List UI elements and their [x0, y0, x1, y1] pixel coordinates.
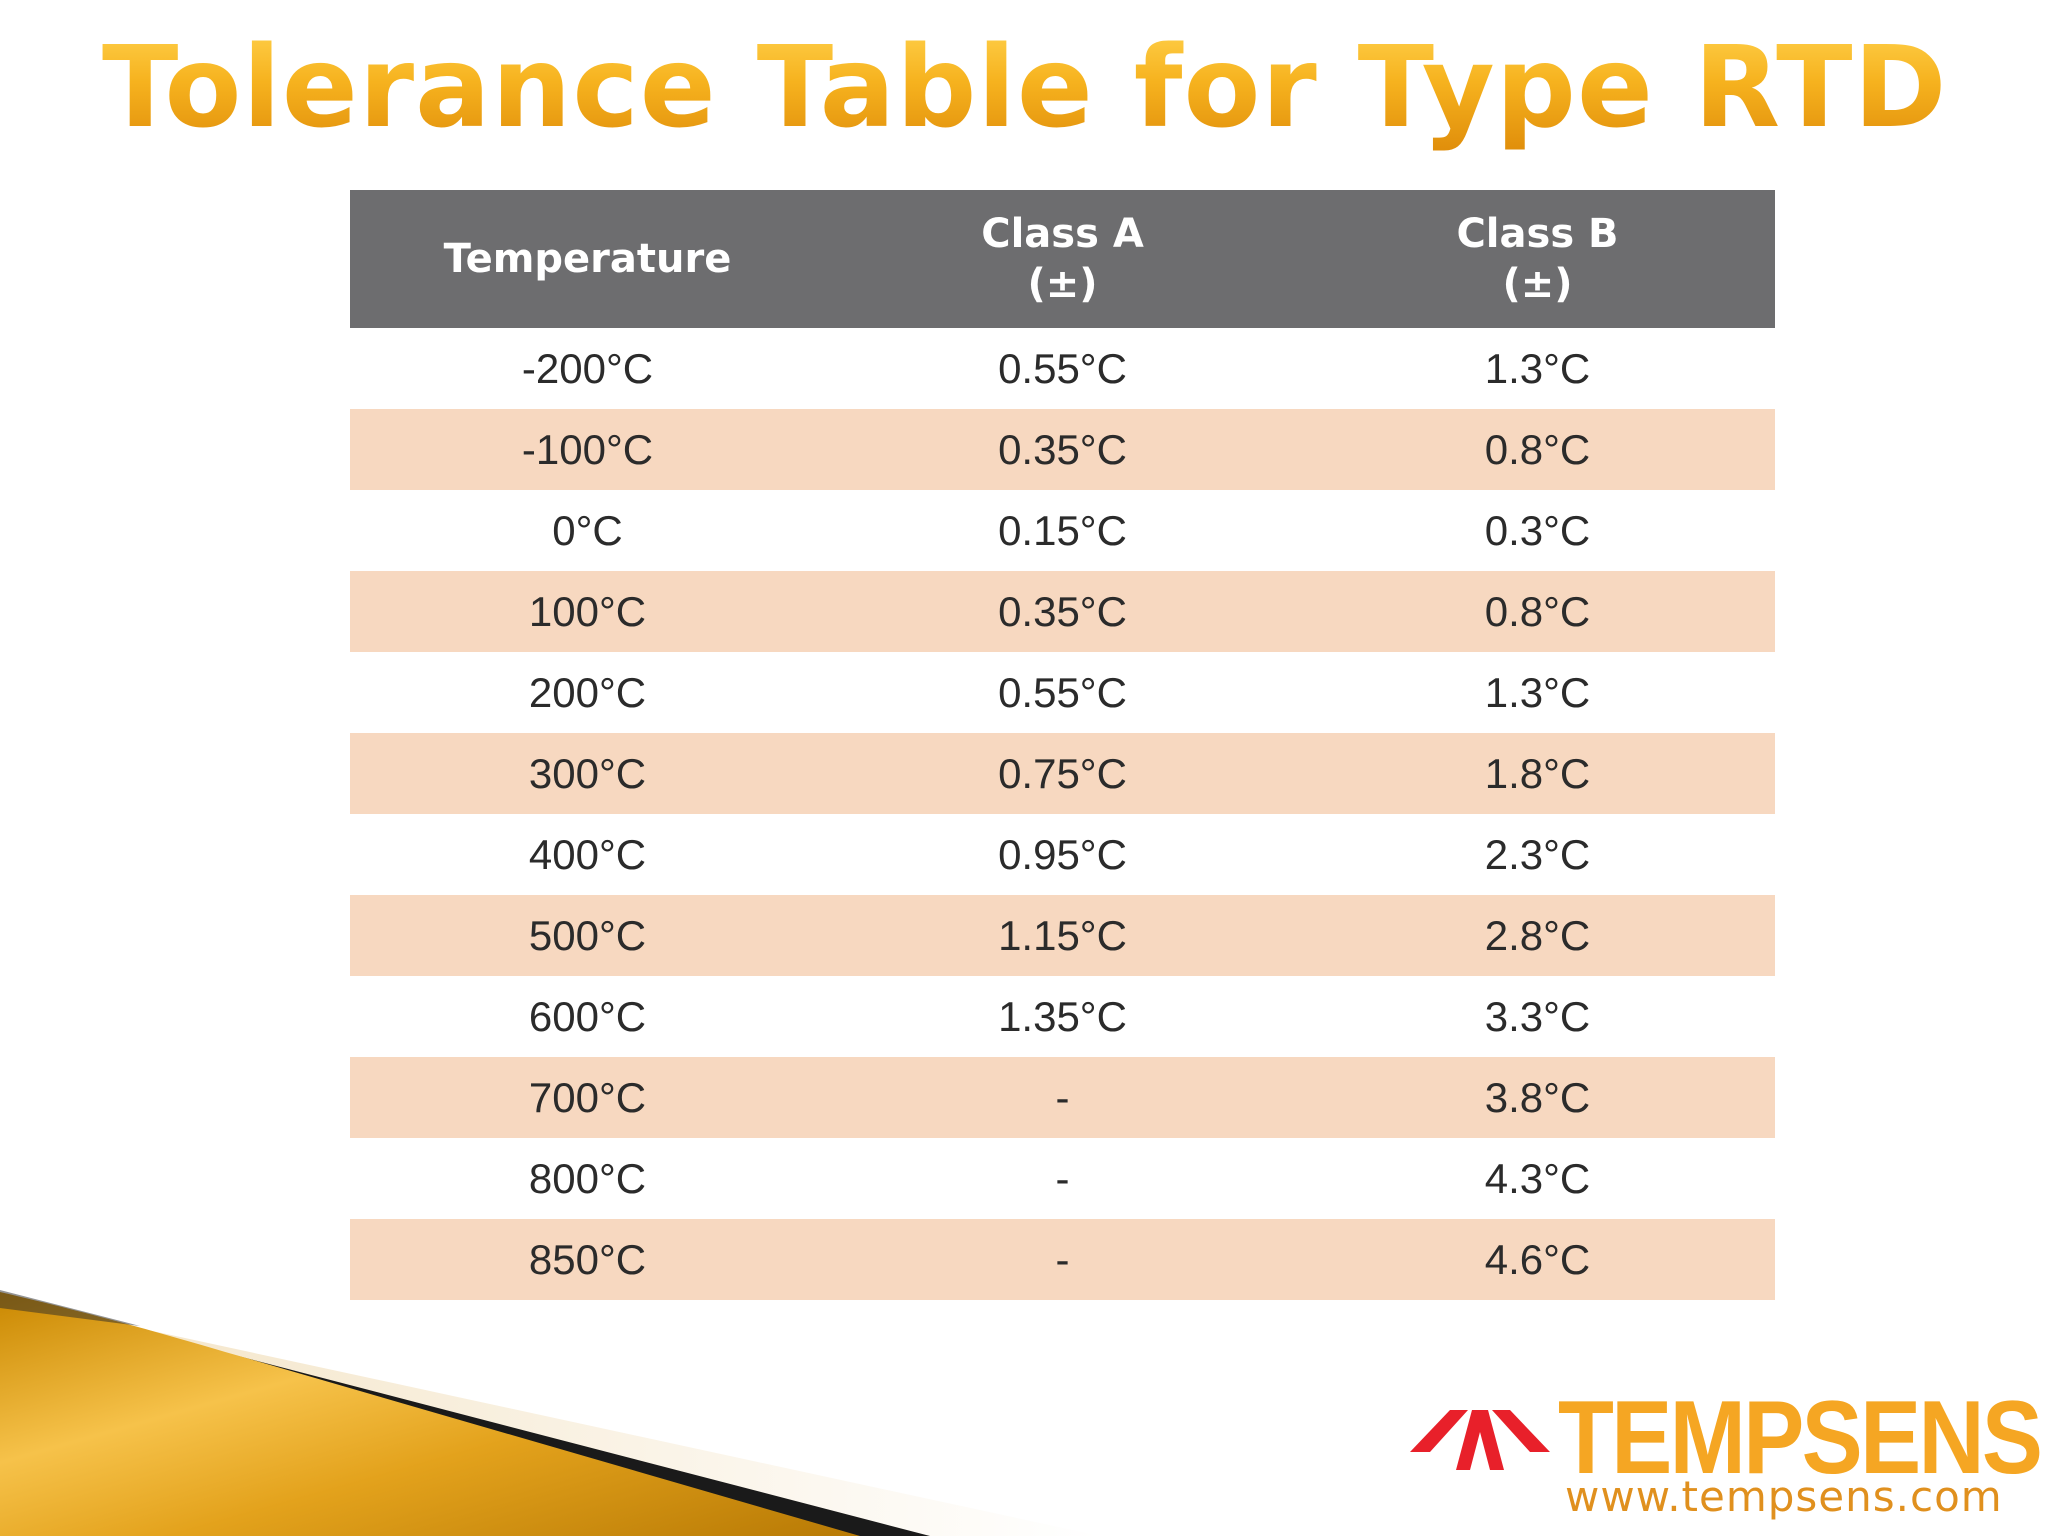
- cell-class-b: 3.3°C: [1300, 976, 1775, 1057]
- tempsens-logo: TEMPSENS www.tempsens.com: [1410, 1386, 2043, 1532]
- table-row: 400°C 0.95°C 2.3°C: [350, 814, 1775, 895]
- cell-temperature: 300°C: [350, 733, 825, 814]
- cell-class-a: 1.35°C: [825, 976, 1300, 1057]
- cell-class-a: -: [825, 1138, 1300, 1219]
- brand-url: www.tempsens.com: [1565, 1472, 2003, 1521]
- decorative-swoosh: [0, 1290, 1100, 1536]
- table-row: 100°C 0.35°C 0.8°C: [350, 571, 1775, 652]
- cell-class-b: 1.8°C: [1300, 733, 1775, 814]
- cell-temperature: 0°C: [350, 490, 825, 571]
- slide-title: Tolerance Table for Type RTD: [102, 23, 1948, 153]
- cell-class-a: 0.35°C: [825, 571, 1300, 652]
- cell-temperature: 200°C: [350, 652, 825, 733]
- tempsens-arrows-logo-icon: [1410, 1410, 1550, 1470]
- cell-class-b: 2.8°C: [1300, 895, 1775, 976]
- cell-class-b: 4.3°C: [1300, 1138, 1775, 1219]
- cell-class-a: -: [825, 1057, 1300, 1138]
- cell-temperature: -100°C: [350, 409, 825, 490]
- cell-class-b: 0.8°C: [1300, 409, 1775, 490]
- cell-class-a: -: [825, 1219, 1300, 1300]
- cell-class-a: 0.95°C: [825, 814, 1300, 895]
- header-temperature: Temperature: [350, 190, 825, 328]
- table-row: 500°C 1.15°C 2.8°C: [350, 895, 1775, 976]
- header-class-a-label: Class A: [981, 211, 1144, 257]
- table-header-row: Temperature Class A (±) Class B (±): [350, 190, 1775, 328]
- cell-class-a: 0.55°C: [825, 328, 1300, 409]
- tolerance-table: Temperature Class A (±) Class B (±) -200…: [350, 190, 1775, 1300]
- cell-temperature: 600°C: [350, 976, 825, 1057]
- table-row: 600°C 1.35°C 3.3°C: [350, 976, 1775, 1057]
- brand-name: TEMPSENS: [1558, 1380, 2043, 1496]
- table-row: 850°C - 4.6°C: [350, 1219, 1775, 1300]
- cell-class-b: 2.3°C: [1300, 814, 1775, 895]
- cell-temperature: 700°C: [350, 1057, 825, 1138]
- cell-class-b: 4.6°C: [1300, 1219, 1775, 1300]
- table-row: 300°C 0.75°C 1.8°C: [350, 733, 1775, 814]
- cell-temperature: 100°C: [350, 571, 825, 652]
- cell-temperature: 500°C: [350, 895, 825, 976]
- cell-class-b: 0.3°C: [1300, 490, 1775, 571]
- cell-class-b: 0.8°C: [1300, 571, 1775, 652]
- header-class-a-sub: (±): [1027, 261, 1098, 307]
- table-row: 200°C 0.55°C 1.3°C: [350, 652, 1775, 733]
- header-class-b-sub: (±): [1502, 261, 1573, 307]
- header-class-b-label: Class B: [1456, 211, 1619, 257]
- cell-temperature: -200°C: [350, 328, 825, 409]
- cell-class-a: 0.35°C: [825, 409, 1300, 490]
- table-row: 0°C 0.15°C 0.3°C: [350, 490, 1775, 571]
- table-row: 800°C - 4.3°C: [350, 1138, 1775, 1219]
- cell-class-b: 1.3°C: [1300, 652, 1775, 733]
- cell-class-a: 0.55°C: [825, 652, 1300, 733]
- cell-class-b: 1.3°C: [1300, 328, 1775, 409]
- cell-temperature: 800°C: [350, 1138, 825, 1219]
- table-row: 700°C - 3.8°C: [350, 1057, 1775, 1138]
- table-row: -100°C 0.35°C 0.8°C: [350, 409, 1775, 490]
- header-class-b: Class B (±): [1300, 190, 1775, 328]
- cell-class-a: 0.75°C: [825, 733, 1300, 814]
- table-row: -200°C 0.55°C 1.3°C: [350, 328, 1775, 409]
- header-class-a: Class A (±): [825, 190, 1300, 328]
- cell-temperature: 400°C: [350, 814, 825, 895]
- cell-class-a: 1.15°C: [825, 895, 1300, 976]
- cell-class-a: 0.15°C: [825, 490, 1300, 571]
- cell-class-b: 3.8°C: [1300, 1057, 1775, 1138]
- cell-temperature: 850°C: [350, 1219, 825, 1300]
